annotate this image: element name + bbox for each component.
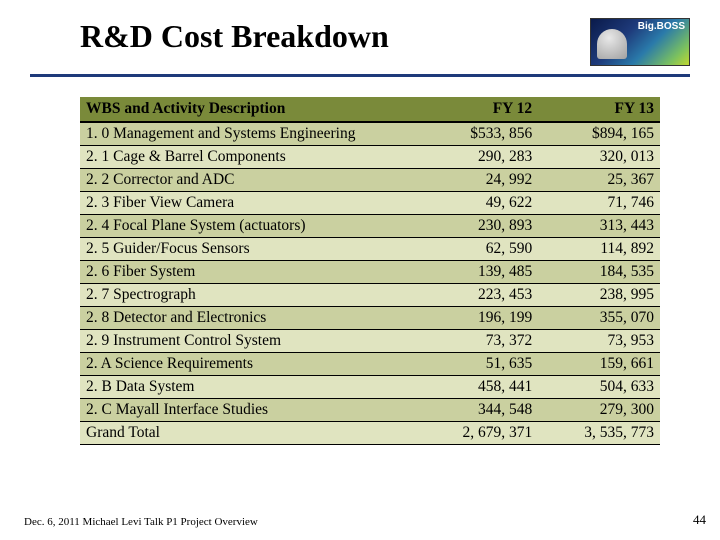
- table-total-row: Grand Total2, 679, 3713, 535, 773: [80, 422, 660, 445]
- table-row: 2. 9 Instrument Control System73, 37273,…: [80, 330, 660, 353]
- cell-fy12: 230, 893: [416, 215, 538, 238]
- cell-fy12: 24, 992: [416, 169, 538, 192]
- table-row: 1. 0 Management and Systems Engineering$…: [80, 122, 660, 146]
- table-row: 2. 4 Focal Plane System (actuators)230, …: [80, 215, 660, 238]
- page-number: 44: [693, 512, 706, 528]
- header-divider: [30, 74, 690, 77]
- cell-desc: 1. 0 Management and Systems Engineering: [80, 122, 416, 146]
- cell-total-fy13: 3, 535, 773: [538, 422, 660, 445]
- cell-total-label: Grand Total: [80, 422, 416, 445]
- cell-fy13: 320, 013: [538, 146, 660, 169]
- cell-fy12: 51, 635: [416, 353, 538, 376]
- cell-fy12: 62, 590: [416, 238, 538, 261]
- table-row: 2. 6 Fiber System139, 485184, 535: [80, 261, 660, 284]
- table-row: 2. 5 Guider/Focus Sensors62, 590114, 892: [80, 238, 660, 261]
- cell-fy12: 49, 622: [416, 192, 538, 215]
- cell-desc: 2. 2 Corrector and ADC: [80, 169, 416, 192]
- cell-fy13: 279, 300: [538, 399, 660, 422]
- table-row: 2. 3 Fiber View Camera49, 62271, 746: [80, 192, 660, 215]
- col-header-fy12: FY 12: [416, 97, 538, 122]
- cell-desc: 2. 6 Fiber System: [80, 261, 416, 284]
- page-title: R&D Cost Breakdown: [80, 18, 590, 55]
- table-row: 2. C Mayall Interface Studies344, 548279…: [80, 399, 660, 422]
- cell-desc: 2. A Science Requirements: [80, 353, 416, 376]
- cell-fy13: 73, 953: [538, 330, 660, 353]
- logo-label: Big.BOSS: [638, 21, 685, 32]
- table-row: 2. A Science Requirements51, 635159, 661: [80, 353, 660, 376]
- cell-fy12: 344, 548: [416, 399, 538, 422]
- table-header-row: WBS and Activity Description FY 12 FY 13: [80, 97, 660, 122]
- cell-desc: 2. 5 Guider/Focus Sensors: [80, 238, 416, 261]
- table-row: 2. 1 Cage & Barrel Components290, 283320…: [80, 146, 660, 169]
- cell-fy12: 223, 453: [416, 284, 538, 307]
- cell-fy13: 355, 070: [538, 307, 660, 330]
- cell-fy12: 458, 441: [416, 376, 538, 399]
- table-row: 2. B Data System458, 441504, 633: [80, 376, 660, 399]
- cell-fy13: $894, 165: [538, 122, 660, 146]
- cell-desc: 2. 8 Detector and Electronics: [80, 307, 416, 330]
- cell-fy13: 238, 995: [538, 284, 660, 307]
- table-row: 2. 8 Detector and Electronics196, 199355…: [80, 307, 660, 330]
- cell-fy13: 114, 892: [538, 238, 660, 261]
- cell-fy13: 25, 367: [538, 169, 660, 192]
- bigboss-logo: Big.BOSS: [590, 18, 690, 66]
- cell-fy13: 184, 535: [538, 261, 660, 284]
- cell-desc: 2. 7 Spectrograph: [80, 284, 416, 307]
- cell-fy13: 313, 443: [538, 215, 660, 238]
- cell-desc: 2. C Mayall Interface Studies: [80, 399, 416, 422]
- cost-breakdown-table: WBS and Activity Description FY 12 FY 13…: [80, 97, 660, 445]
- telescope-dome-icon: [597, 29, 627, 59]
- cell-fy13: 159, 661: [538, 353, 660, 376]
- cell-fy13: 504, 633: [538, 376, 660, 399]
- cell-total-fy12: 2, 679, 371: [416, 422, 538, 445]
- cell-desc: 2. B Data System: [80, 376, 416, 399]
- cell-desc: 2. 3 Fiber View Camera: [80, 192, 416, 215]
- cell-fy12: $533, 856: [416, 122, 538, 146]
- cell-fy12: 139, 485: [416, 261, 538, 284]
- cell-fy12: 290, 283: [416, 146, 538, 169]
- cell-desc: 2. 9 Instrument Control System: [80, 330, 416, 353]
- cell-fy13: 71, 746: [538, 192, 660, 215]
- cell-fy12: 196, 199: [416, 307, 538, 330]
- col-header-fy13: FY 13: [538, 97, 660, 122]
- cell-desc: 2. 4 Focal Plane System (actuators): [80, 215, 416, 238]
- table-row: 2. 2 Corrector and ADC24, 99225, 367: [80, 169, 660, 192]
- footer-text: Dec. 6, 2011 Michael Levi Talk P1 Projec…: [24, 516, 258, 528]
- col-header-wbs: WBS and Activity Description: [80, 97, 416, 122]
- table-row: 2. 7 Spectrograph223, 453238, 995: [80, 284, 660, 307]
- cell-desc: 2. 1 Cage & Barrel Components: [80, 146, 416, 169]
- cell-fy12: 73, 372: [416, 330, 538, 353]
